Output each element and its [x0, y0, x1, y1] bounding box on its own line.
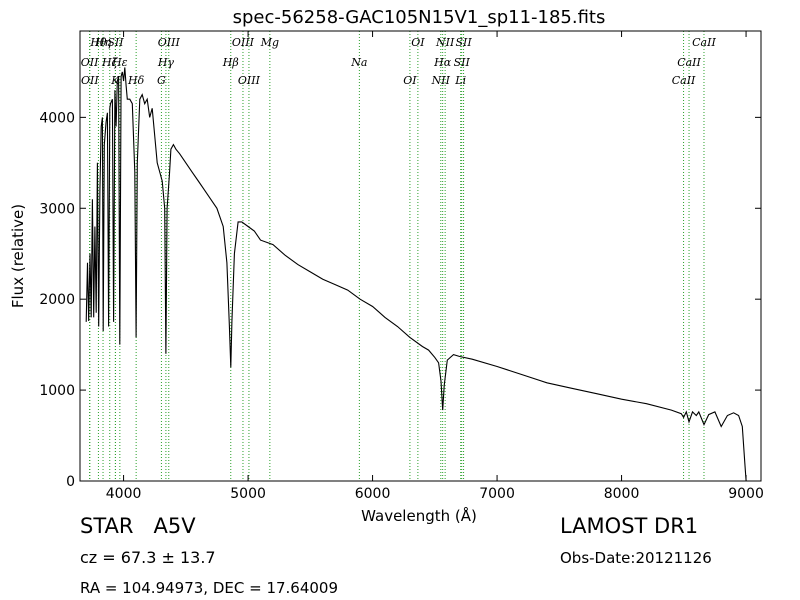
marker-label: G — [157, 74, 166, 87]
chart-title: spec-56258-GAC105N15V1_sp11-185.fits — [233, 7, 606, 28]
x-tick-label: 4000 — [106, 486, 142, 502]
marker-label: OIII — [232, 36, 255, 49]
object-class-text: STAR A5V — [80, 514, 196, 538]
line-labels: Hθ OII OII Hη Hζ K SII Hε Hδ OIII Hγ G OIII Hβ OIII Mg N… — [81, 36, 717, 87]
x-tick-label: 7000 — [479, 486, 515, 502]
survey-name: LAMOST DR1 — [560, 514, 699, 538]
marker-label: K — [110, 74, 120, 87]
marker-label: OI — [403, 74, 417, 87]
line-markers — [89, 31, 705, 481]
marker-label: NII — [431, 74, 451, 87]
marker-label: Hζ — [101, 56, 119, 69]
marker-label: CaII — [692, 36, 716, 49]
marker-label: Hα — [433, 56, 452, 69]
marker-label: CaII — [677, 56, 701, 69]
marker-label: Li — [454, 74, 466, 87]
marker-label: Hβ — [222, 56, 239, 69]
y-axis: 0 1000 2000 3000 4000 — [39, 110, 761, 490]
y-axis-label: Flux (relative) — [9, 204, 27, 308]
marker-label: Hη — [94, 36, 112, 49]
coordinates-text: RA = 104.94973, DEC = 17.64009 — [80, 579, 339, 597]
marker-label: Mg — [260, 36, 279, 49]
object-class: STAR — [80, 514, 134, 538]
y-tick-label: 3000 — [39, 201, 75, 217]
y-tick-label: 4000 — [39, 110, 75, 126]
y-tick-label: 0 — [66, 474, 75, 490]
x-tick-label: 5000 — [230, 486, 266, 502]
marker-label: Hδ — [127, 74, 145, 87]
marker-label: OII — [81, 56, 99, 69]
marker-label: Hγ — [157, 56, 175, 69]
object-subclass: A5V — [153, 514, 196, 538]
marker-label: OI — [411, 36, 425, 49]
plot-frame — [79, 30, 762, 482]
x-tick-label: 8000 — [604, 486, 640, 502]
y-tick-label: 2000 — [39, 292, 75, 308]
x-axis-label: Wavelength (Å) — [361, 506, 477, 525]
marker-label: Na — [350, 56, 367, 69]
marker-label: Hθ — [89, 36, 107, 49]
spectrum-line — [85, 67, 747, 482]
observation-date: Obs-Date:20121126 — [560, 549, 712, 567]
marker-label: OIII — [158, 36, 181, 49]
x-tick-label: 6000 — [355, 486, 391, 502]
x-tick-label: 9000 — [728, 486, 764, 502]
marker-label: SII — [107, 36, 124, 49]
marker-label: Hε — [111, 56, 128, 69]
y-tick-label: 1000 — [39, 383, 75, 399]
marker-label: OIII — [238, 74, 261, 87]
marker-label: OII — [81, 74, 99, 87]
marker-label: SII — [454, 56, 471, 69]
marker-label: NII — [435, 36, 455, 49]
x-axis: 4000 5000 6000 7000 8000 9000 — [106, 31, 764, 502]
marker-label: CaII — [672, 74, 696, 87]
redshift-text: cz = 67.3 ± 13.7 — [80, 548, 216, 567]
marker-label: SII — [455, 36, 472, 49]
